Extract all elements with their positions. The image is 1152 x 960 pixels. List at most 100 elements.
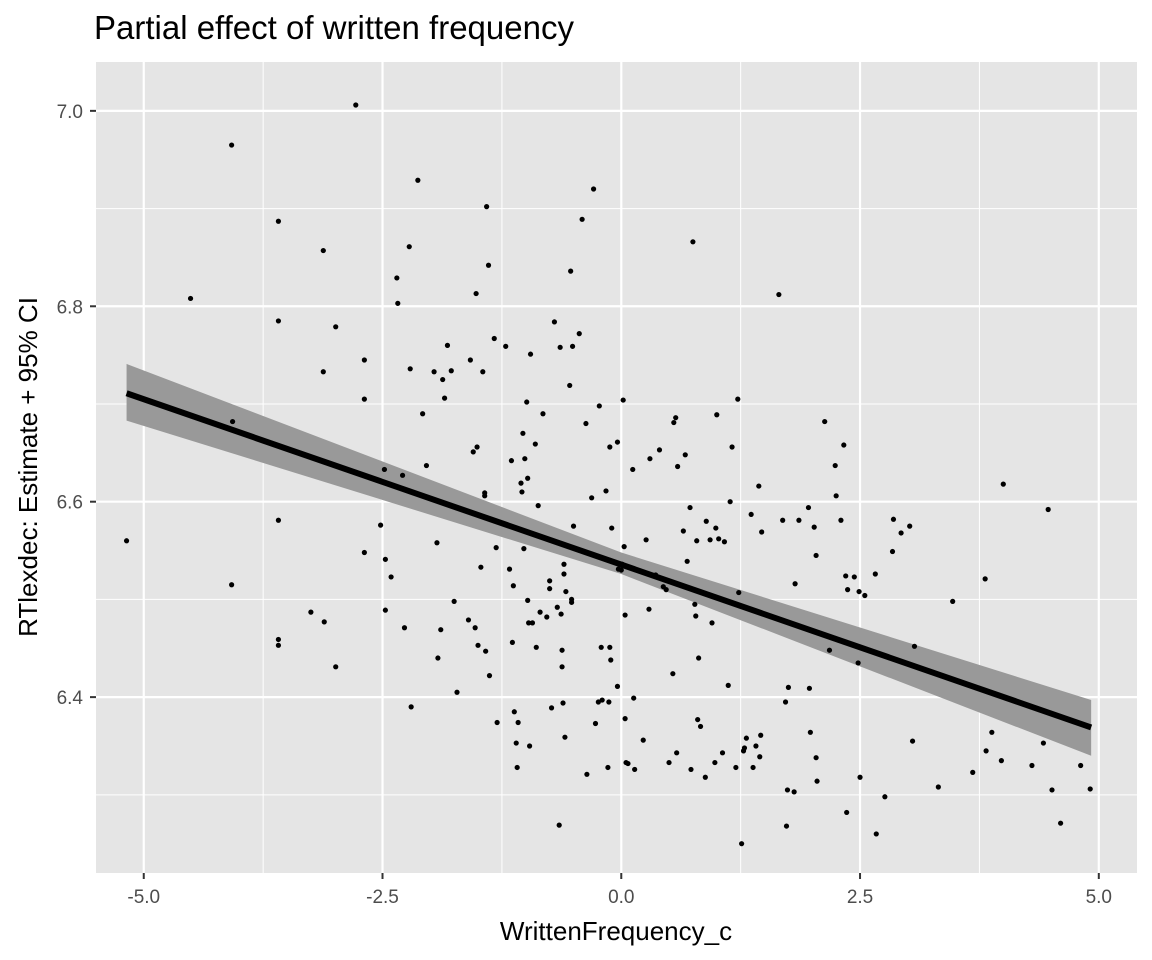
data-point (1000, 481, 1006, 487)
data-point (714, 412, 720, 418)
data-point (579, 216, 585, 222)
data-point (756, 483, 762, 489)
data-point (759, 529, 765, 535)
chart-title: Partial effect of written frequency (94, 9, 574, 46)
data-point (666, 759, 672, 766)
data-point (535, 503, 541, 509)
data-point (511, 709, 517, 715)
data-point (690, 239, 696, 245)
data-point (806, 685, 813, 691)
data-point (695, 716, 701, 723)
data-points (123, 102, 1093, 847)
x-axis: -5.0 -2.5 0.0 2.5 5.0 (127, 873, 1112, 908)
fit-line (125, 390, 1093, 731)
data-point (229, 582, 235, 588)
data-point (697, 723, 704, 730)
data-point (518, 480, 524, 486)
data-point (451, 598, 457, 604)
x-tick-label: 5.0 (1086, 887, 1112, 908)
data-point (596, 403, 602, 409)
data-point (844, 809, 850, 816)
x-axis-title: WrittenFrequency_c (500, 916, 732, 946)
data-point (491, 335, 497, 342)
data-point (688, 766, 694, 773)
data-point (725, 682, 731, 688)
data-point (603, 488, 609, 494)
data-point (320, 369, 326, 375)
data-point (548, 705, 555, 711)
data-point (822, 418, 828, 425)
data-point (474, 444, 480, 450)
data-point (729, 444, 735, 450)
data-point (519, 489, 525, 495)
data-point (783, 823, 790, 829)
data-point (909, 738, 916, 744)
data-point (320, 247, 326, 254)
data-point (692, 601, 698, 607)
data-point (431, 369, 437, 375)
data-point (551, 319, 558, 325)
data-point (494, 719, 500, 726)
data-point (599, 697, 605, 703)
data-point (1049, 787, 1055, 793)
data-point (805, 504, 812, 511)
data-point (1087, 786, 1093, 792)
data-point (485, 262, 492, 268)
x-tick-label: -2.5 (366, 887, 399, 908)
data-point (308, 609, 314, 615)
data-point (361, 357, 367, 363)
data-point (378, 522, 384, 528)
data-point (522, 456, 528, 462)
minor-gridlines (96, 62, 1137, 873)
data-point (862, 592, 868, 599)
data-point (589, 495, 595, 501)
data-point (640, 737, 646, 743)
data-point (784, 787, 791, 793)
data-point (618, 567, 624, 573)
data-point (1045, 506, 1051, 513)
data-point (547, 578, 553, 584)
data-point (621, 544, 627, 550)
data-point (561, 571, 567, 577)
data-point (275, 218, 282, 224)
data-point (229, 142, 235, 148)
data-point (399, 472, 406, 478)
data-point (559, 647, 565, 653)
data-point (557, 344, 563, 350)
data-point (656, 447, 663, 453)
data-point (873, 831, 879, 837)
data-point (569, 343, 576, 349)
data-point (675, 463, 681, 470)
data-point (537, 609, 543, 615)
data-point (584, 771, 590, 777)
data-point (533, 644, 539, 650)
y-tick-label: 7.0 (57, 102, 83, 123)
data-point (625, 760, 631, 767)
data-point (333, 664, 339, 670)
data-point (696, 655, 702, 661)
data-point (998, 758, 1004, 764)
data-point (527, 351, 534, 357)
data-point (606, 699, 612, 705)
data-point (983, 748, 989, 754)
y-tick-label: 6.4 (57, 688, 84, 709)
data-point (833, 493, 839, 499)
data-point (670, 671, 676, 677)
data-point (524, 399, 530, 405)
data-point (855, 660, 861, 666)
data-point (560, 700, 566, 706)
data-point (622, 612, 628, 618)
data-point (843, 573, 849, 579)
data-point (275, 636, 282, 643)
data-point (970, 769, 976, 775)
data-point (856, 588, 862, 595)
data-point (1057, 820, 1064, 826)
data-point (415, 177, 421, 183)
data-point (388, 574, 394, 580)
data-point (607, 444, 613, 450)
data-point (515, 719, 521, 726)
data-point (438, 627, 444, 633)
data-point (663, 587, 669, 593)
data-point (785, 684, 792, 690)
data-point (513, 740, 519, 746)
